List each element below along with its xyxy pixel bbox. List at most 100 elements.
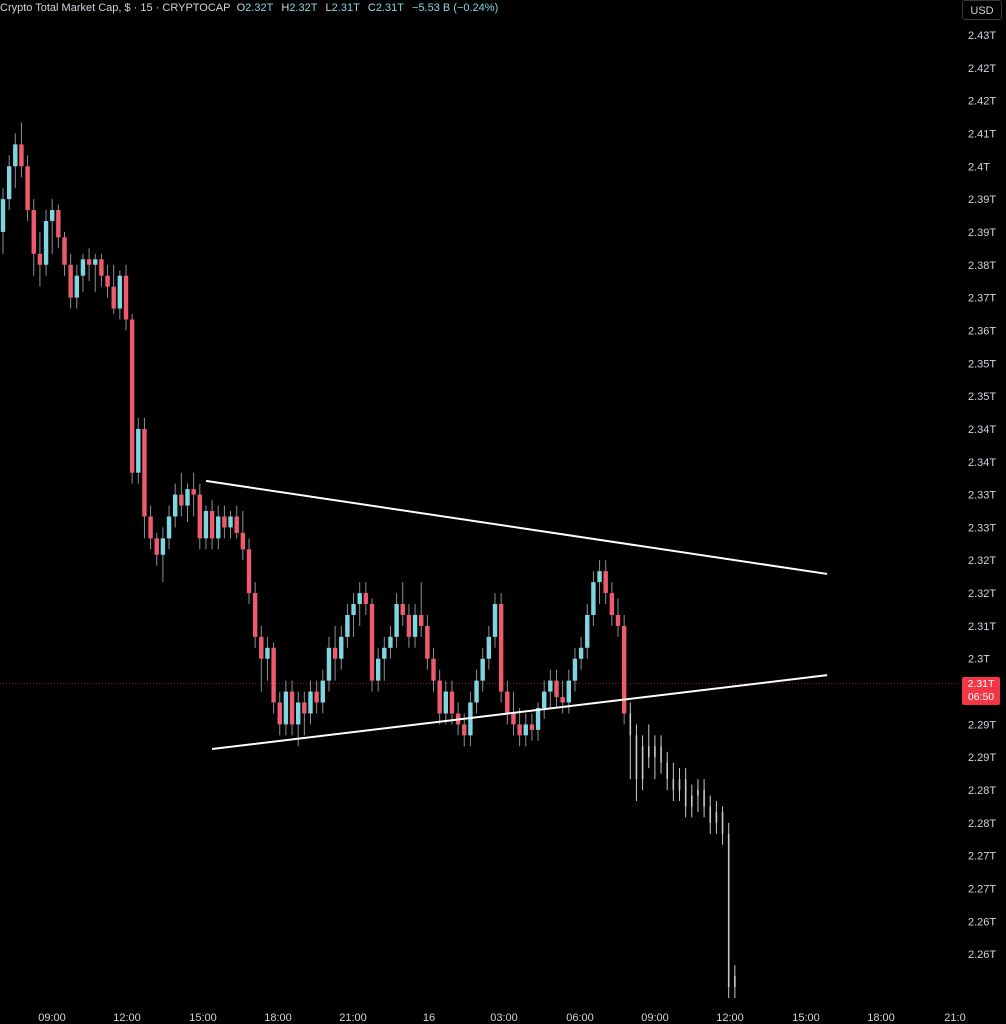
candle-body	[308, 691, 313, 714]
y-axis-tick-label: 2.3T	[968, 654, 990, 666]
candle-body	[621, 625, 627, 714]
candle-body	[684, 779, 687, 807]
candle-body	[246, 549, 252, 594]
candle-body	[240, 532, 246, 550]
candle-body	[50, 210, 55, 221]
candle-body	[697, 790, 699, 796]
y-axis-tick-label: 2.42T	[968, 96, 996, 108]
x-axis-tick-label: 09:00	[38, 1012, 66, 1024]
candle-body	[666, 762, 668, 780]
candle-body	[345, 614, 350, 637]
x-axis-tick-label: 06:00	[566, 1012, 594, 1024]
symbol-name[interactable]: Crypto Total Market Cap, $ · 15 · CRYPTO…	[0, 2, 231, 14]
candle-body	[400, 604, 405, 615]
x-axis-tick-label: 18:00	[264, 1012, 292, 1024]
candle-body	[462, 724, 467, 736]
candle-body	[474, 680, 479, 703]
y-axis-tick-label: 2.33T	[968, 490, 996, 502]
candle-body	[443, 691, 448, 714]
candle-body	[111, 286, 116, 309]
candle-body	[585, 614, 590, 648]
candle-body	[302, 702, 307, 714]
candle-body	[31, 210, 36, 254]
y-axis-tick-label: 2.31T	[968, 621, 996, 633]
y-axis-tick-label: 2.39T	[968, 227, 996, 239]
candle-body	[142, 428, 147, 517]
candle-body	[283, 691, 289, 725]
candle-body	[615, 614, 621, 626]
x-axis-tick-label: 09:00	[641, 1012, 669, 1024]
candle-body	[160, 538, 166, 555]
candle-body	[6, 166, 12, 200]
candle-body	[660, 746, 662, 763]
candle-body	[406, 614, 412, 637]
candle-body	[425, 625, 430, 659]
low-value: 2.31T	[331, 2, 360, 14]
y-axis-tick-label: 2.4T	[968, 161, 990, 173]
y-axis-tick-label: 2.32T	[968, 555, 996, 567]
candle-body	[603, 571, 608, 594]
candle-body	[326, 647, 332, 681]
y-axis-tick-label: 2.26T	[968, 949, 996, 961]
candle-body	[511, 713, 516, 725]
candle-body	[203, 511, 209, 539]
candle-body	[382, 647, 387, 659]
y-axis-tick-label: 2.27T	[968, 884, 996, 896]
candle-body	[43, 220, 49, 265]
candle-body	[185, 489, 190, 506]
candle-body	[572, 658, 578, 681]
candle-body	[68, 264, 73, 298]
change-value: −5.53 B (−0.24%)	[412, 2, 499, 14]
open-label: O	[236, 2, 246, 14]
candle-body	[419, 614, 424, 626]
candle-body	[449, 691, 455, 714]
candle-body	[678, 779, 681, 791]
currency-button[interactable]: USD	[962, 0, 1002, 20]
y-axis-tick-label: 2.27T	[968, 851, 996, 863]
y-axis-tick-label: 2.38T	[968, 260, 996, 272]
x-axis-tick-label: 21:00	[339, 1012, 367, 1024]
candle-body	[517, 724, 522, 736]
close-value: 2.31T	[375, 2, 404, 14]
high-value: 2.32T	[289, 2, 318, 14]
candle-body	[136, 428, 141, 473]
candle-body	[388, 636, 393, 648]
candle-body	[234, 516, 239, 533]
candle-body	[498, 604, 504, 692]
candle-body	[56, 210, 61, 238]
candle-body	[609, 593, 615, 615]
candle-body	[13, 144, 18, 167]
y-axis-tick-label: 2.35T	[968, 391, 996, 403]
candle-body	[80, 259, 86, 276]
candle-body	[548, 680, 553, 692]
candle-body	[357, 593, 362, 605]
candle-body	[672, 779, 675, 791]
candle-body	[179, 494, 184, 506]
x-axis-tick-label: 12:00	[716, 1012, 744, 1024]
x-axis-tick-label: 15:00	[792, 1012, 820, 1024]
candle-body	[129, 319, 135, 473]
candle-body	[734, 976, 736, 988]
candle-body	[74, 275, 79, 298]
candle-body	[715, 811, 718, 823]
candle-body	[523, 724, 528, 736]
candle-body	[228, 516, 233, 528]
y-axis-tick-label: 2.29T	[968, 752, 996, 764]
candle-body	[339, 636, 344, 659]
bar-countdown: 06:50	[967, 691, 995, 703]
y-axis-tick-label: 2.34T	[968, 457, 996, 469]
x-axis-tick-label: 16	[423, 1012, 435, 1024]
y-axis-tick-label: 2.28T	[968, 818, 996, 830]
y-axis-tick-label: 2.42T	[968, 63, 996, 75]
candle-body	[437, 680, 442, 714]
candle-body	[252, 593, 258, 637]
candle-body	[62, 237, 67, 265]
candle-body	[412, 614, 418, 637]
y-axis-tick-label: 2.28T	[968, 785, 996, 797]
close-label: C	[367, 2, 376, 14]
x-axis-tick-label: 15:00	[189, 1012, 217, 1024]
candle-body	[492, 604, 498, 637]
candle-body	[37, 253, 43, 265]
candle-body	[703, 790, 705, 807]
